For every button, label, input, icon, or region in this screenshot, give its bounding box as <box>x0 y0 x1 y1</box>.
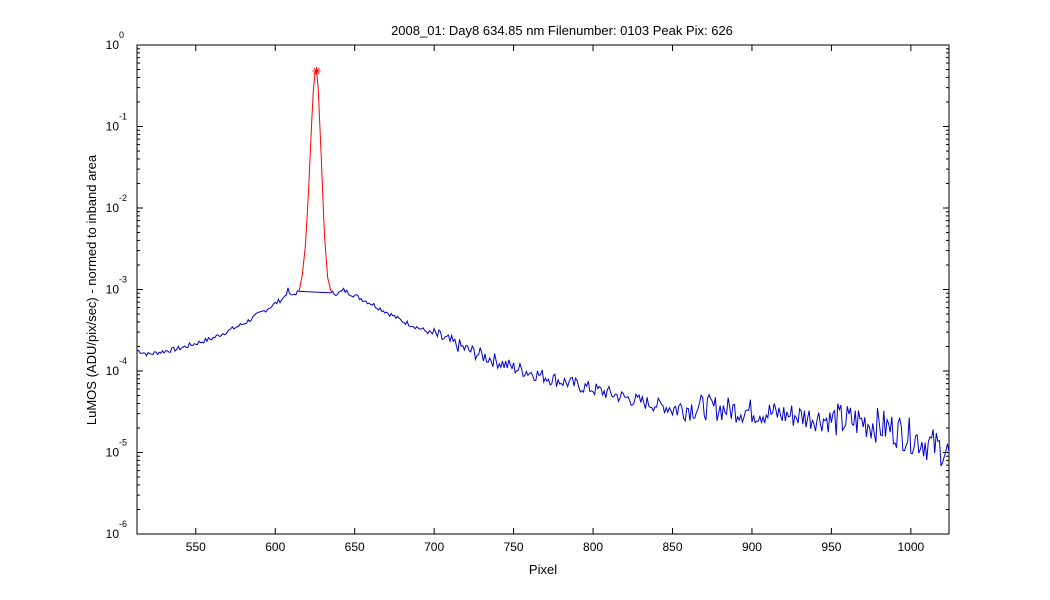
data-layer <box>136 66 950 467</box>
y-tick-label-exp: -2 <box>119 193 127 203</box>
y-axis-title: LuMOS (ADU/pix/sec) - normed to inband a… <box>84 154 99 425</box>
plot-frame <box>136 44 950 535</box>
plot-area <box>136 44 950 535</box>
x-axis: 550 600 650 700 750 800 850 900 950 1000 <box>186 45 925 554</box>
x-tick-label: 700 <box>424 540 444 554</box>
y-tick-label-base: 10 <box>106 120 120 134</box>
x-tick-label: 850 <box>662 540 682 554</box>
y-tick-label-exp: -4 <box>119 356 127 366</box>
y-tick-label-exp: -1 <box>119 112 127 122</box>
y-tick-label-base: 10 <box>106 201 120 215</box>
y-tick-label-base: 10 <box>106 283 120 297</box>
x-tick-label: 800 <box>583 540 603 554</box>
y-tick-label-base: 10 <box>106 446 120 460</box>
y-tick-label-exp: -3 <box>119 275 127 285</box>
x-tick-label: 750 <box>504 540 524 554</box>
chart-title: 2008_01: Day8 634.85 nm Filenumber: 0103… <box>391 23 733 38</box>
y-tick-label-exp: 0 <box>119 30 124 40</box>
x-axis-title: Pixel <box>529 562 557 577</box>
series-line-0 <box>136 287 950 467</box>
peak-marker <box>312 66 321 75</box>
y-tick-label-exp: -6 <box>119 519 127 529</box>
x-tick-label: 650 <box>345 540 365 554</box>
y-tick-label-base: 10 <box>106 38 120 52</box>
x-tick-label: 600 <box>265 540 285 554</box>
x-tick-label: 1000 <box>898 540 925 554</box>
peak-marker-stroke-3 <box>313 67 320 75</box>
y-tick-label-base: 10 <box>106 364 120 378</box>
x-tick-label: 550 <box>186 540 206 554</box>
x-tick-label: 950 <box>821 540 841 554</box>
x-tick-label: 900 <box>742 540 762 554</box>
y-tick-label-exp: -5 <box>119 438 127 448</box>
y-tick-label-base: 10 <box>106 527 120 541</box>
